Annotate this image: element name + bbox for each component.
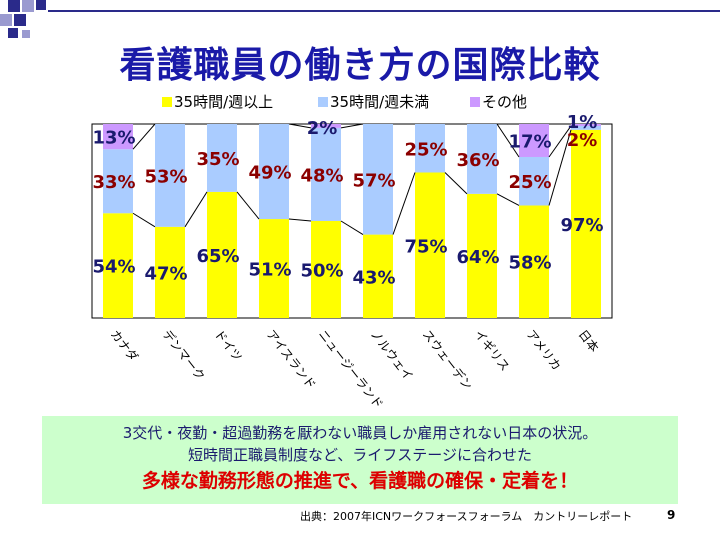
data-label: 49% <box>248 163 291 184</box>
data-label: 13% <box>92 128 135 149</box>
data-label: 25% <box>404 139 447 160</box>
data-label: 54% <box>92 257 135 278</box>
data-label: 64% <box>456 247 499 268</box>
series-connector-line <box>548 129 572 206</box>
category-tick-label: アイスランド <box>264 327 319 392</box>
note-line-2: 短時間正職員制度など、ライフステージに合わせた <box>188 446 532 464</box>
category-tick-label: スウェーデン <box>420 327 476 393</box>
bar-segment <box>103 124 133 150</box>
data-label: 25% <box>508 172 551 193</box>
legend-swatch <box>318 97 328 107</box>
bar-segment <box>103 149 133 214</box>
data-label: 58% <box>508 253 551 274</box>
corner-deco-square <box>14 14 26 26</box>
corner-deco-square <box>8 28 18 38</box>
source-citation: 出典：2007年ICNワークフォースフォーラム カントリーレポート <box>300 510 633 523</box>
data-label: 43% <box>352 267 395 288</box>
bar-segment <box>207 191 237 318</box>
legend-label: 35時間/週以上 <box>174 93 273 111</box>
series-connector-line <box>444 172 468 195</box>
data-label: 51% <box>248 260 291 281</box>
data-label: 35% <box>196 149 239 170</box>
bar-segment <box>155 226 185 318</box>
series-connector-line <box>288 218 312 222</box>
bar-segment <box>311 124 341 128</box>
legend-label: その他 <box>482 93 527 111</box>
data-label: 47% <box>144 263 187 284</box>
data-label: 36% <box>456 150 499 171</box>
bar-segment <box>519 156 549 206</box>
bar-segment <box>207 124 237 192</box>
bar-segment <box>363 124 393 235</box>
series-connector-line <box>496 193 520 206</box>
bar-segment <box>363 234 393 318</box>
corner-deco-square <box>22 0 34 12</box>
data-label: 50% <box>300 261 343 282</box>
data-label: 33% <box>92 172 135 193</box>
category-tick-label: ノルウェイ <box>368 327 416 383</box>
note-line-3: 多様な勤務形態の推進で、看護職の確保・定着を！ <box>141 470 579 492</box>
data-label: 65% <box>196 246 239 267</box>
series-connector-line <box>340 123 364 129</box>
legend-swatch <box>162 97 172 107</box>
category-tick-label: イギリス <box>472 327 513 373</box>
category-tick-label: デンマーク <box>160 327 209 384</box>
bar-segment <box>467 193 497 318</box>
data-label: 75% <box>404 236 447 257</box>
bar-segment <box>311 127 341 221</box>
data-label: 1% <box>567 112 598 133</box>
bar-segment <box>311 221 341 318</box>
bar-segment <box>571 124 601 126</box>
data-label: 48% <box>300 165 343 186</box>
data-label: 53% <box>144 166 187 187</box>
bar-segment <box>571 125 601 130</box>
category-tick-label: ドイツ <box>212 327 245 364</box>
data-label: 17% <box>508 131 551 152</box>
corner-deco-square <box>22 30 30 38</box>
series-connector-line <box>132 123 156 150</box>
legend-label: 35時間/週未満 <box>330 93 429 111</box>
corner-deco-square <box>8 0 20 12</box>
series-connector-line <box>132 212 156 228</box>
bar-segment <box>103 213 133 318</box>
data-label: 2% <box>307 118 338 139</box>
bar-segment <box>259 124 289 220</box>
series-connector-line <box>496 123 520 158</box>
header-rule <box>48 10 720 12</box>
series-connector-line <box>288 123 312 129</box>
data-label: 97% <box>560 215 603 236</box>
bar-segment <box>415 172 445 318</box>
data-label: 57% <box>352 170 395 191</box>
note-line-1: 3交代・夜勤・超過勤務を厭わない職員しか雇用されない日本の状況。 <box>122 424 598 442</box>
series-connector-line <box>340 220 364 236</box>
series-connector-line <box>184 191 208 228</box>
slide-title: 看護職員の働き方の国際比較 <box>119 45 601 86</box>
bar-segment <box>467 124 497 194</box>
series-connector-line <box>392 172 416 235</box>
corner-deco-square <box>36 0 46 10</box>
category-tick-label: 日本 <box>576 327 602 355</box>
corner-deco-square <box>0 14 12 26</box>
bar-segment <box>571 129 601 318</box>
series-connector-line <box>236 191 260 220</box>
bar-segment <box>519 124 549 157</box>
stacked-bar-chart: 35時間/週以上 35時間/週未満 その他 54% 33% 13% 47% 53% 65% 35%… <box>91 93 613 411</box>
category-tick-label: アメリカ <box>524 327 564 373</box>
bar-segment <box>155 124 185 227</box>
bar-segment <box>415 124 445 173</box>
page-number: 9 <box>667 508 676 522</box>
series-connector-line <box>548 125 572 158</box>
legend-swatch <box>470 97 480 107</box>
category-tick-label: カナダ <box>108 327 142 365</box>
note-box: 3交代・夜勤・超過勤務を厭わない職員しか雇用されない日本の状況。 短時間正職員制… <box>42 416 678 504</box>
bar-segment <box>259 219 289 318</box>
data-label: 2% <box>567 130 598 151</box>
bar-segment <box>519 205 549 318</box>
